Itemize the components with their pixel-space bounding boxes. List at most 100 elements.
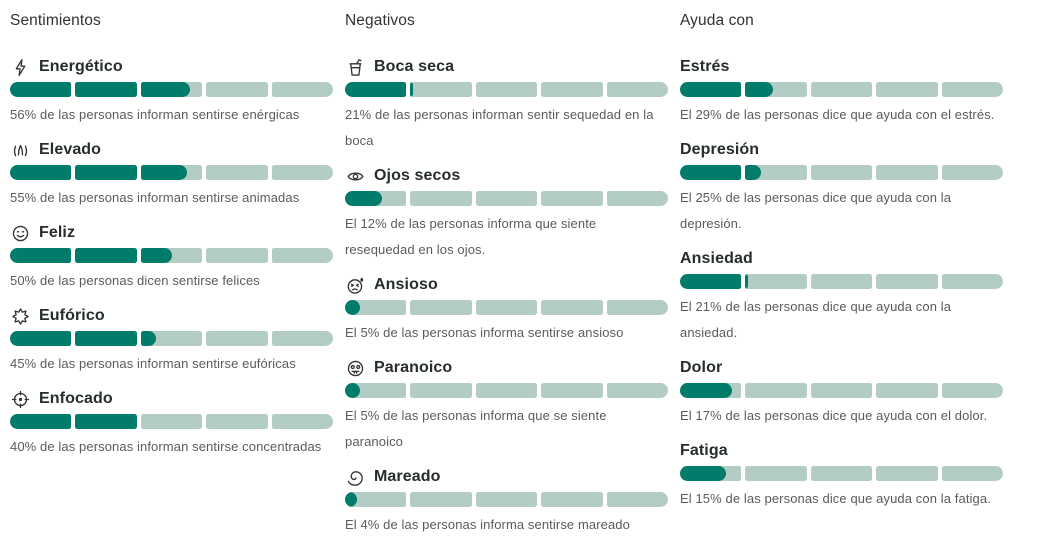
- bar-segment: [75, 414, 137, 429]
- bar-fill: [140, 165, 187, 180]
- bar-segment: [941, 274, 1004, 289]
- bar-segment: [475, 191, 538, 206]
- target-icon: [10, 389, 30, 409]
- bar-segment: [140, 248, 203, 263]
- bar-fill: [75, 414, 137, 429]
- bar-fill: [10, 414, 72, 429]
- effect-label: Energético: [39, 58, 123, 75]
- eye-icon: [345, 166, 365, 186]
- bar-segment: [876, 274, 938, 289]
- bar-fill: [10, 331, 72, 346]
- effect-description: 45% de las personas informan sentirse eu…: [10, 356, 296, 371]
- bar-segment: [541, 82, 603, 97]
- bar-segment: [75, 165, 137, 180]
- effect-description: El 5% de las personas informa que se sie…: [345, 408, 607, 449]
- effect-item: Mareado El 4% de las personas informa se…: [345, 467, 669, 538]
- effect-label: Mareado: [374, 468, 441, 485]
- bar-fill: [75, 331, 137, 346]
- progress-bar: [345, 191, 669, 206]
- bar-segment: [271, 248, 334, 263]
- starburst-icon: [10, 306, 30, 326]
- bar-segment: [10, 414, 72, 429]
- bar-fill: [410, 82, 414, 97]
- column-header: Ayuda con: [680, 12, 754, 29]
- effect-label-row: Energético: [10, 57, 333, 77]
- bar-segment: [271, 331, 334, 346]
- effect-item: Ansiedad El 21% de las personas dice que…: [680, 249, 1004, 346]
- effect-label-row: Enfocado: [10, 389, 333, 409]
- bar-segment: [345, 82, 407, 97]
- bar-segment: [876, 383, 938, 398]
- bar-fill: [10, 165, 72, 180]
- bar-segment: [745, 383, 807, 398]
- bar-segment: [140, 331, 203, 346]
- bar-segment: [140, 82, 203, 97]
- bar-segment: [680, 383, 742, 398]
- progress-bar: [10, 82, 334, 97]
- progress-bar: [680, 466, 1004, 481]
- progress-bar: [345, 300, 669, 315]
- bar-fill: [345, 383, 361, 398]
- bar-fill: [680, 165, 742, 180]
- effect-description: 21% de las personas informan sentir sequ…: [345, 107, 654, 148]
- progress-bar: [680, 82, 1004, 97]
- bar-segment: [345, 492, 407, 507]
- effect-label-row: Mareado: [345, 467, 668, 487]
- bar-segment: [745, 165, 807, 180]
- effect-label: Paranoico: [374, 359, 453, 376]
- effect-label-row: Ansiedad: [680, 249, 1003, 269]
- bar-segment: [271, 414, 334, 429]
- bar-fill: [10, 82, 72, 97]
- bar-segment: [680, 82, 742, 97]
- effect-label-row: Fatiga: [680, 441, 1003, 461]
- bar-segment: [876, 82, 938, 97]
- bar-fill: [345, 300, 361, 315]
- progress-bar: [345, 82, 669, 97]
- bar-segment: [876, 466, 938, 481]
- effect-description: 55% de las personas informan sentirse an…: [10, 190, 300, 205]
- bar-fill: [680, 82, 742, 97]
- bar-fill: [75, 82, 137, 97]
- effect-label: Ojos secos: [374, 167, 461, 184]
- bar-segment: [606, 300, 669, 315]
- effect-description: El 4% de las personas informa sentirse m…: [345, 517, 630, 532]
- bar-segment: [810, 82, 873, 97]
- bar-segment: [75, 331, 137, 346]
- column-items: Estrés El 29% de las personas dice que a…: [680, 57, 1004, 512]
- bar-fill: [680, 466, 727, 481]
- bar-segment: [10, 248, 72, 263]
- effect-item: Estrés El 29% de las personas dice que a…: [680, 57, 1004, 128]
- bar-segment: [140, 165, 203, 180]
- bar-segment: [345, 383, 407, 398]
- bar-segment: [876, 165, 938, 180]
- column-sentimientos: Sentimientos Energético 56% de las perso…: [10, 12, 334, 550]
- bar-fill: [745, 165, 761, 180]
- column-header: Sentimientos: [10, 12, 101, 29]
- bar-segment: [606, 191, 669, 206]
- effect-label-row: Elevado: [10, 140, 333, 160]
- bar-segment: [206, 331, 268, 346]
- bar-segment: [475, 383, 538, 398]
- bar-segment: [206, 414, 268, 429]
- column-items: Boca seca 21% de las personas informan s…: [345, 57, 669, 538]
- bar-segment: [680, 466, 742, 481]
- bar-segment: [10, 331, 72, 346]
- bar-segment: [475, 300, 538, 315]
- effect-item: Elevado 55% de las personas informan sen…: [10, 140, 334, 211]
- anxious-face-icon: [345, 275, 365, 295]
- bar-segment: [541, 191, 603, 206]
- bar-fill: [745, 274, 749, 289]
- bar-segment: [410, 191, 472, 206]
- effect-item: Ojos secos El 12% de las personas inform…: [345, 166, 669, 263]
- effect-label: Dolor: [680, 359, 723, 376]
- bar-segment: [541, 300, 603, 315]
- bar-segment: [475, 82, 538, 97]
- bar-segment: [140, 414, 203, 429]
- effect-description: El 12% de las personas informa que sient…: [345, 216, 597, 257]
- bar-segment: [410, 492, 472, 507]
- bar-fill: [140, 82, 190, 97]
- bar-fill: [140, 248, 172, 263]
- effect-label-row: Feliz: [10, 223, 333, 243]
- bar-fill: [75, 165, 137, 180]
- effect-item: Depresión El 25% de las personas dice qu…: [680, 140, 1004, 237]
